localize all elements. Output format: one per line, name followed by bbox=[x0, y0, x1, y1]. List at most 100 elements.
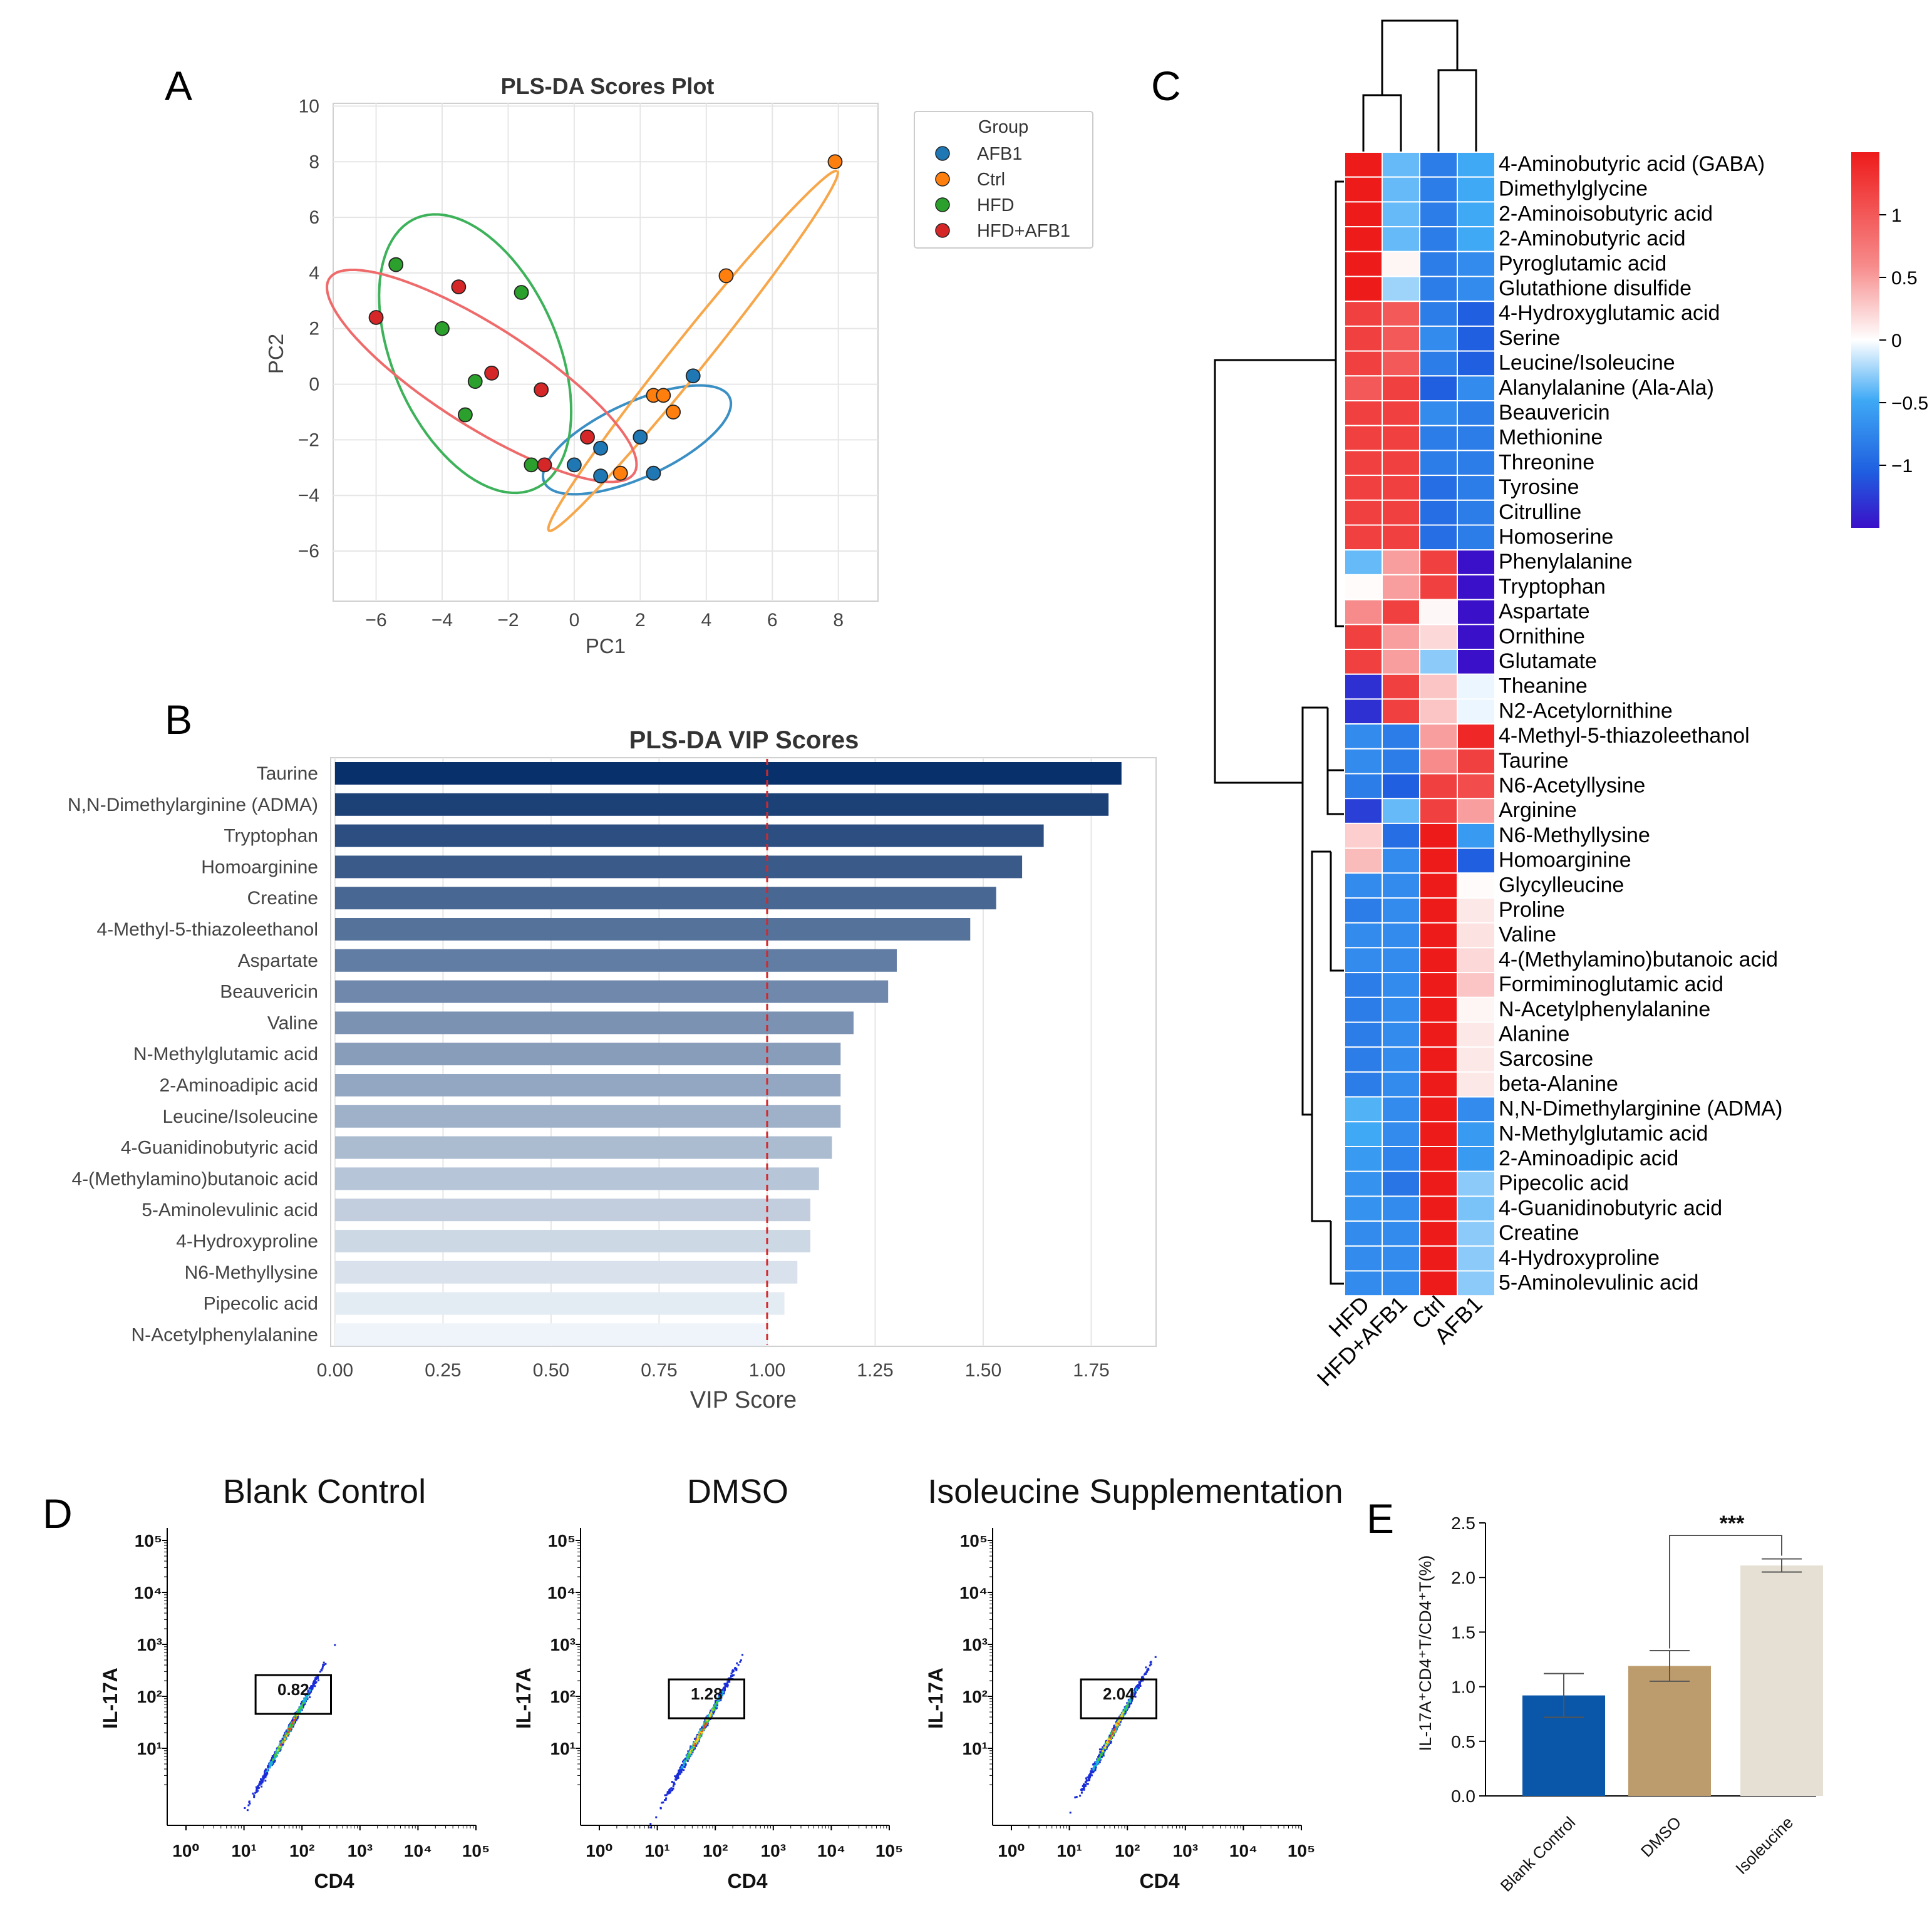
cell-event bbox=[731, 1675, 733, 1678]
cell-event bbox=[732, 1670, 735, 1672]
cell-event bbox=[712, 1711, 715, 1714]
data-point-ctrl bbox=[666, 405, 681, 420]
heatmap-cell bbox=[1419, 1121, 1458, 1148]
heatmap-cell bbox=[1344, 574, 1383, 601]
heatmap-cell bbox=[1344, 922, 1383, 949]
cell-event bbox=[735, 1669, 738, 1671]
cell-event bbox=[263, 1775, 266, 1777]
dendrogram-branch bbox=[1335, 180, 1345, 627]
cell-event bbox=[703, 1725, 705, 1728]
chart-title-a: PLS-DA Scores Plot bbox=[501, 73, 715, 99]
cell-event bbox=[684, 1763, 687, 1766]
legend-entry: HFD+AFB1 bbox=[977, 221, 1070, 241]
vip-bar bbox=[334, 824, 1044, 847]
cell-event bbox=[672, 1785, 674, 1788]
cell-event bbox=[302, 1702, 304, 1704]
cell-event bbox=[1108, 1743, 1110, 1746]
heatmap-cell bbox=[1457, 549, 1495, 575]
cell-event bbox=[700, 1733, 702, 1735]
cell-event bbox=[1105, 1741, 1107, 1744]
cell-event bbox=[311, 1685, 313, 1687]
cell-event bbox=[1112, 1731, 1114, 1734]
x-axis-label-b: VIP Score bbox=[690, 1387, 797, 1413]
cell-event bbox=[678, 1769, 681, 1771]
cell-event bbox=[713, 1711, 715, 1713]
cell-event bbox=[683, 1764, 685, 1766]
heatmap-cell bbox=[1457, 748, 1495, 775]
cell-event bbox=[1109, 1736, 1112, 1739]
x-tick-label: −6 bbox=[365, 610, 386, 631]
x-axis-label-d: CD4 bbox=[727, 1870, 767, 1892]
heatmap-cell bbox=[1419, 1096, 1458, 1123]
category-label: Leucine/Isoleucine bbox=[162, 1106, 318, 1127]
x-tick-label: 4 bbox=[701, 610, 711, 631]
cell-event bbox=[671, 1781, 673, 1783]
heatmap-cell bbox=[1419, 947, 1458, 974]
heatmap-cell bbox=[1344, 1071, 1383, 1098]
x-tick-label: 0.25 bbox=[425, 1360, 461, 1381]
heatmap-cell bbox=[1382, 1121, 1420, 1148]
heatmap-cell bbox=[1457, 201, 1495, 228]
heatmap-cell bbox=[1419, 1270, 1458, 1297]
cell-event bbox=[262, 1777, 265, 1780]
cell-event bbox=[298, 1708, 301, 1711]
cell-event bbox=[1090, 1771, 1092, 1774]
cell-event bbox=[1154, 1656, 1157, 1658]
cell-event bbox=[1136, 1685, 1139, 1687]
row-label: 4-(Methylamino)butanoic acid bbox=[1499, 947, 1778, 971]
cell-event bbox=[297, 1711, 300, 1714]
heatmap-cell bbox=[1457, 1170, 1495, 1197]
x-tick-label: 10¹ bbox=[1056, 1841, 1082, 1860]
cell-event bbox=[256, 1790, 258, 1793]
x-tick-label: 10⁴ bbox=[404, 1841, 432, 1860]
cell-event bbox=[289, 1726, 291, 1728]
cell-event bbox=[1139, 1685, 1142, 1687]
cell-event bbox=[701, 1731, 703, 1733]
cell-event bbox=[267, 1767, 269, 1770]
cell-event bbox=[708, 1714, 710, 1716]
cell-event bbox=[1145, 1671, 1147, 1674]
row-label: 4-Methyl-5-thiazoleethanol bbox=[1499, 724, 1750, 748]
x-tick-label: 6 bbox=[767, 610, 778, 631]
heatmap-cell bbox=[1419, 400, 1458, 426]
cell-event bbox=[1134, 1691, 1137, 1693]
heatmap-cell bbox=[1419, 599, 1458, 626]
cell-event bbox=[705, 1722, 707, 1725]
cell-event bbox=[727, 1680, 730, 1683]
cell-event bbox=[741, 1654, 743, 1656]
panel-label-c: C bbox=[1151, 63, 1181, 109]
cell-event bbox=[314, 1685, 316, 1688]
row-label: 4-Aminobutyric acid (GABA) bbox=[1499, 152, 1765, 176]
cell-event bbox=[264, 1776, 267, 1778]
cell-event bbox=[696, 1738, 699, 1740]
heatmap-cell bbox=[1382, 425, 1420, 451]
cell-event bbox=[668, 1789, 671, 1791]
cell-event bbox=[1091, 1771, 1093, 1773]
cell-event bbox=[279, 1745, 281, 1748]
cell-event bbox=[1105, 1748, 1108, 1750]
heatmap-cell bbox=[1457, 1121, 1495, 1148]
heatmap-cell bbox=[1382, 1270, 1420, 1297]
vip-bar bbox=[334, 949, 897, 972]
x-tick-label: 10³ bbox=[348, 1841, 373, 1860]
heatmap-cell bbox=[1457, 847, 1495, 874]
cell-event bbox=[294, 1721, 296, 1723]
heatmap-cell bbox=[1382, 773, 1420, 800]
heatmap-cell bbox=[1344, 822, 1383, 849]
cell-event bbox=[266, 1770, 269, 1772]
data-point-afb1 bbox=[685, 368, 701, 384]
cell-event bbox=[1074, 1796, 1077, 1798]
cell-event bbox=[1092, 1766, 1095, 1769]
cell-event bbox=[709, 1712, 711, 1715]
heatmap-cell bbox=[1457, 475, 1495, 501]
vip-bar bbox=[334, 1199, 810, 1222]
cell-event bbox=[1102, 1748, 1105, 1750]
dendrogram-branch bbox=[1311, 850, 1331, 1222]
heatmap-cell bbox=[1344, 325, 1383, 352]
cell-event bbox=[733, 1668, 736, 1670]
y-tick-label: 10¹ bbox=[963, 1739, 988, 1758]
cell-event bbox=[1118, 1719, 1121, 1721]
cell-event bbox=[265, 1773, 267, 1775]
cell-event bbox=[288, 1724, 291, 1726]
